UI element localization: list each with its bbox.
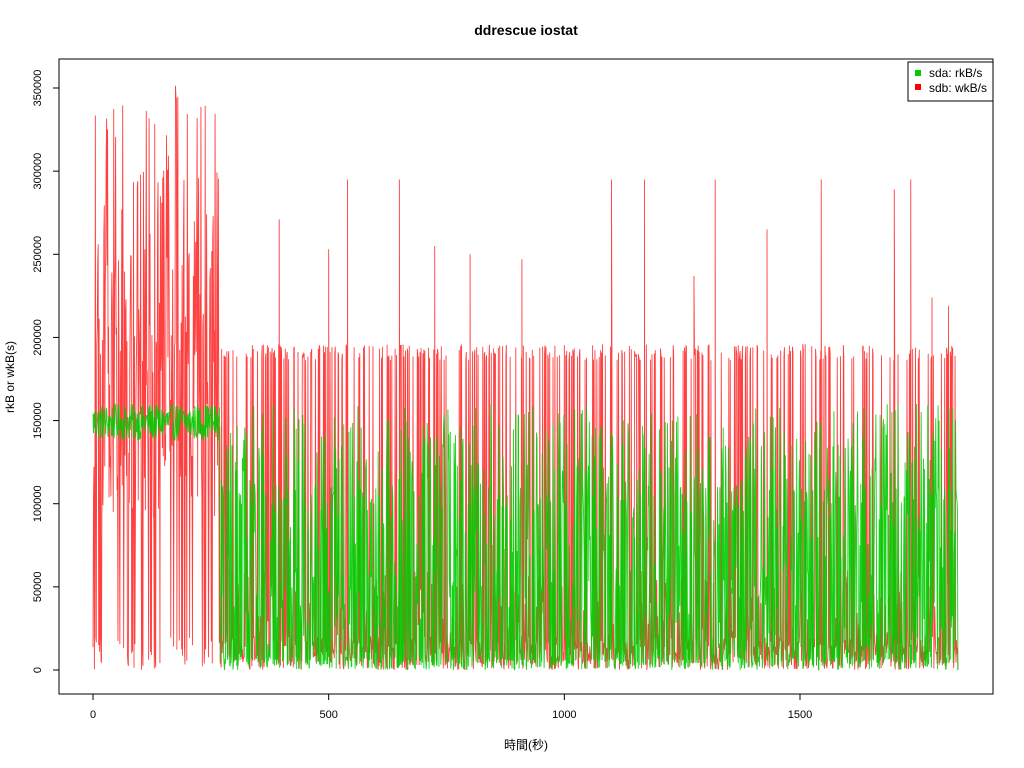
y-tick-label: 0 (32, 667, 44, 673)
legend-swatch-sdb (915, 84, 921, 90)
x-axis: 0 500 1000 1500 (90, 693, 812, 721)
y-tick-label: 300000 (32, 153, 44, 190)
x-axis-label: 時間(秒) (504, 738, 548, 752)
y-axis: 0 50000 100000 150000 200000 250000 300000 3500… (32, 70, 60, 673)
y-tick-label: 150000 (32, 402, 44, 439)
y-tick-label: 200000 (32, 319, 44, 356)
legend-box (907, 61, 994, 102)
legend: sda: rkB/s sdb: wkB/s (907, 61, 994, 102)
x-tick-label: 1000 (552, 709, 576, 721)
x-tick-label: 0 (90, 709, 96, 721)
y-axis-label: rkB or wkB(s) (3, 341, 17, 413)
x-tick-label: 1500 (788, 709, 812, 721)
y-tick-label: 100000 (32, 485, 44, 522)
y-tick-label: 350000 (32, 70, 44, 107)
x-tick-label: 500 (319, 709, 337, 721)
series-layer (92, 85, 959, 671)
y-tick-label: 50000 (32, 572, 44, 603)
series-line-sda (92, 403, 959, 671)
legend-label-sdb: sdb: wkB/s (929, 81, 987, 95)
y-tick-label: 250000 (32, 236, 44, 273)
legend-swatch-sda (915, 70, 921, 76)
chart-title: ddrescue iostat (474, 22, 578, 38)
legend-label-sda: sda: rkB/s (929, 66, 982, 80)
